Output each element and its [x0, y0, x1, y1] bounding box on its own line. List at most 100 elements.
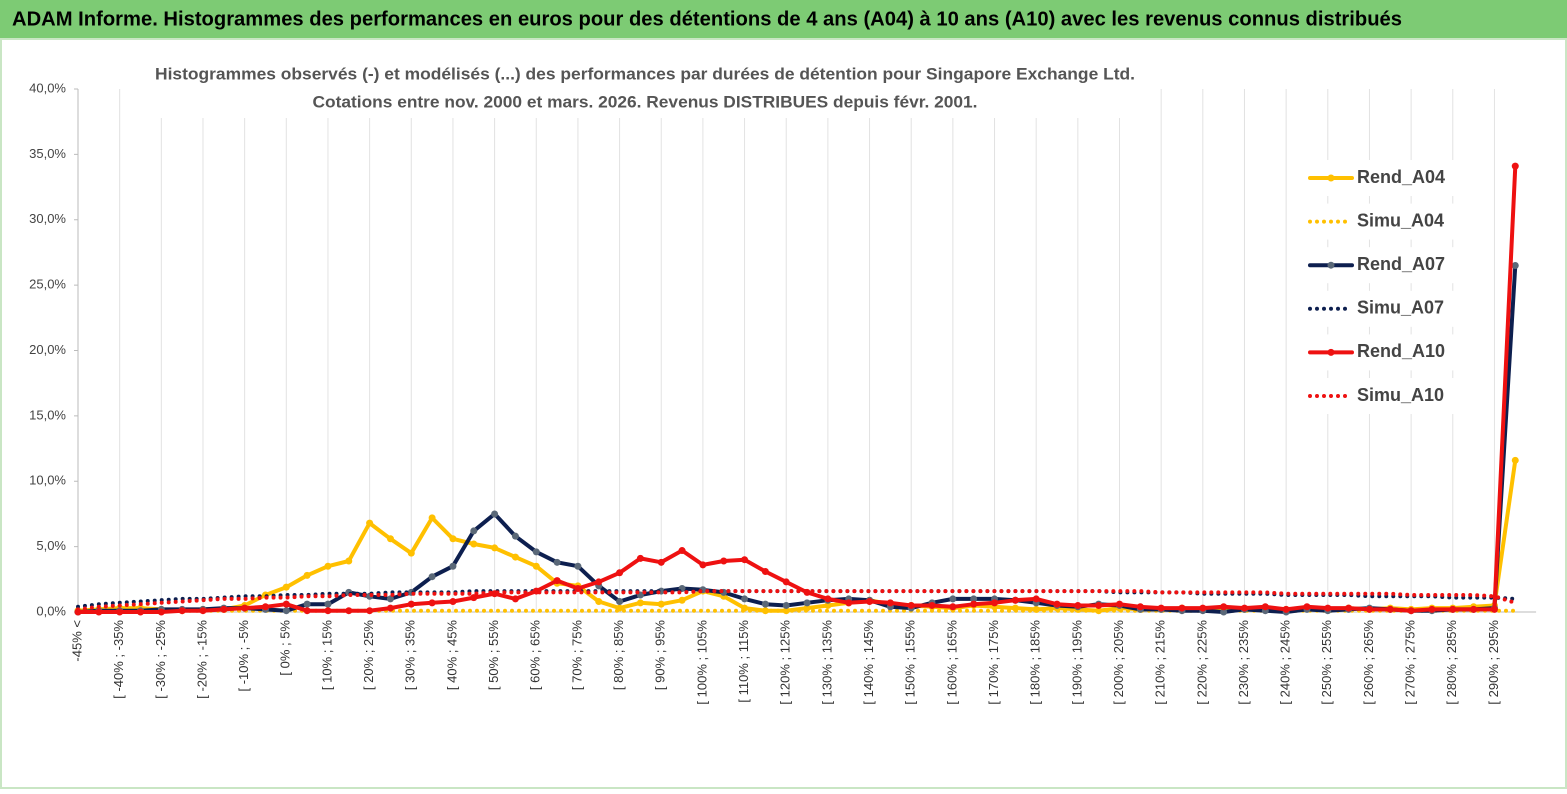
legend-marker [1327, 174, 1335, 182]
point [1282, 605, 1290, 613]
x-tick-label: [ 70% ; 75% [569, 620, 584, 691]
x-tick-label: [ -30% ; -25% [153, 620, 168, 699]
x-tick-label: [ 140% ; 145% [861, 620, 876, 705]
point [553, 558, 561, 566]
point [1011, 596, 1019, 604]
x-tick-label: [ 180% ; 185% [1028, 620, 1043, 705]
point [1095, 601, 1103, 609]
point [95, 608, 103, 616]
point [428, 514, 436, 522]
point [1365, 605, 1373, 613]
point [1220, 608, 1228, 616]
y-tick-label: 30,0% [29, 211, 66, 226]
legend-marker [1327, 348, 1335, 356]
point [1053, 600, 1061, 608]
point [470, 594, 478, 602]
point [636, 554, 644, 562]
y-tick-label: 40,0% [29, 80, 66, 95]
point [511, 595, 519, 603]
point [845, 599, 853, 607]
point [428, 599, 436, 607]
legend-bg [1300, 203, 1460, 240]
x-tick-label: [ 260% ; 265% [1361, 620, 1376, 705]
header-title: ADAM Informe. Histogrammes des performan… [12, 8, 1402, 30]
point [949, 603, 957, 611]
point [324, 600, 332, 608]
point [220, 605, 228, 613]
point [886, 599, 894, 607]
point [741, 556, 749, 564]
point [1490, 605, 1498, 613]
point [1407, 607, 1415, 615]
x-tick-label: [ 190% ; 195% [1069, 620, 1084, 705]
x-tick-label: [ 0% ; 5% [278, 620, 293, 676]
point [428, 573, 436, 581]
x-tick-label: [ 240% ; 245% [1278, 620, 1293, 705]
x-tick-label: [ 220% ; 225% [1194, 620, 1209, 705]
title-bg [150, 60, 1140, 118]
point [449, 562, 457, 570]
point [657, 600, 665, 608]
point [1324, 604, 1332, 612]
point [720, 557, 728, 565]
chart-title: Histogrammes observés (-) et modélisés (… [155, 64, 1135, 83]
point [970, 600, 978, 608]
x-tick-label: [ -10% ; -5% [236, 620, 251, 692]
point [1511, 456, 1519, 464]
point [761, 567, 769, 575]
point [282, 607, 290, 615]
point [907, 601, 915, 609]
point [282, 583, 290, 591]
point [241, 604, 249, 612]
point [1136, 603, 1144, 611]
point [1470, 605, 1478, 613]
x-tick-label: [ 60% ; 65% [528, 620, 543, 691]
x-tick-label: [ 280% ; 285% [1444, 620, 1459, 705]
point [928, 601, 936, 609]
point [386, 604, 394, 612]
point [366, 519, 374, 527]
x-tick-label: [ 90% ; 95% [653, 620, 668, 691]
point [491, 544, 499, 552]
model-line [76, 589, 1518, 612]
x-tick-label: [ -20% ; -15% [194, 620, 209, 699]
y-tick-label: 5,0% [36, 538, 66, 553]
legend-label: Rend_A04 [1357, 167, 1445, 187]
x-tick-label: [ 160% ; 165% [944, 620, 959, 705]
point [782, 601, 790, 609]
x-tick-label: [ 200% ; 205% [1111, 620, 1126, 705]
point [470, 540, 478, 548]
point [303, 607, 311, 615]
x-tick-label: [ 80% ; 85% [611, 620, 626, 691]
point [324, 607, 332, 615]
point [595, 578, 603, 586]
point [741, 595, 749, 603]
x-tick-label: [ 290% ; 295% [1486, 620, 1501, 705]
point [657, 558, 665, 566]
point [470, 527, 478, 535]
header-bar [0, 0, 1567, 38]
point [407, 600, 415, 608]
point [949, 595, 957, 603]
point [991, 599, 999, 607]
point [1220, 603, 1228, 611]
x-tick-label: [ 50% ; 55% [486, 620, 501, 691]
point [1511, 262, 1519, 270]
series-line [76, 164, 1518, 614]
point [678, 547, 686, 555]
point [1303, 603, 1311, 611]
point [803, 599, 811, 607]
point [1240, 604, 1248, 612]
point [574, 562, 582, 570]
legend: Rend_A04 Simu_A04 Rend_A07 Simu_A07 Rend_A10… [1300, 160, 1460, 414]
x-tick-label: [ 100% ; 105% [694, 620, 709, 705]
point [386, 535, 394, 543]
point [324, 562, 332, 570]
y-tick-label: 10,0% [29, 473, 66, 488]
x-tick-label: [ 120% ; 125% [778, 620, 793, 705]
legend-marker [1327, 261, 1335, 269]
x-tick-label: [ 40% ; 45% [444, 620, 459, 691]
x-tick-label: [ 170% ; 175% [986, 620, 1001, 705]
point [1345, 604, 1353, 612]
